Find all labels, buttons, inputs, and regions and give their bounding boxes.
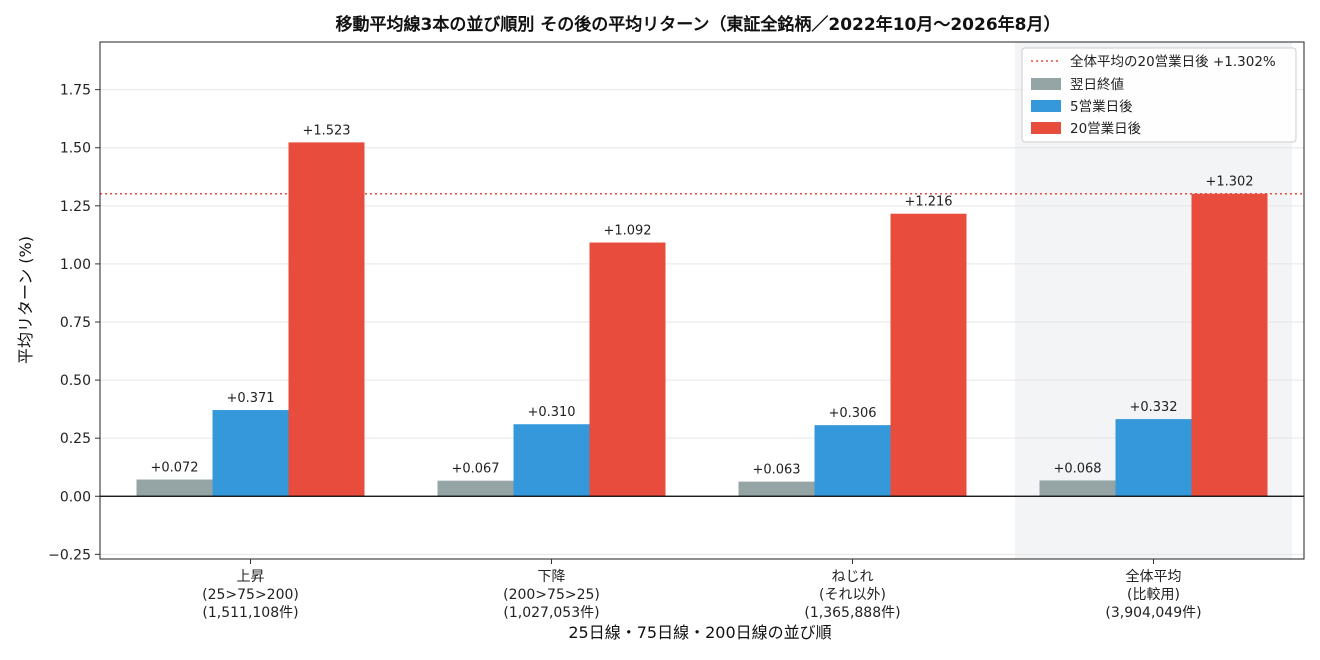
bar bbox=[212, 410, 289, 497]
bar bbox=[288, 142, 365, 497]
legend-label: 20営業日後 bbox=[1070, 121, 1142, 137]
data-label: +0.068 bbox=[1053, 461, 1101, 476]
legend-swatch bbox=[1031, 78, 1061, 90]
x-tick-label: (1,511,108件) bbox=[202, 605, 298, 621]
bar bbox=[589, 242, 666, 497]
data-label: +0.067 bbox=[451, 462, 499, 477]
data-label: +1.302 bbox=[1205, 175, 1253, 190]
legend-swatch bbox=[1031, 100, 1061, 112]
x-tick-label: 下降 bbox=[538, 569, 566, 585]
x-tick-label: (25>75>200) bbox=[202, 587, 299, 603]
data-label: +0.310 bbox=[527, 405, 575, 420]
bar bbox=[1115, 419, 1192, 497]
bar bbox=[1039, 480, 1116, 497]
data-label: +0.306 bbox=[828, 406, 876, 421]
bar bbox=[1191, 193, 1268, 497]
legend-swatch bbox=[1031, 122, 1061, 134]
legend-label: 5営業日後 bbox=[1070, 99, 1133, 115]
y-tick-label: 1.25 bbox=[60, 199, 91, 215]
x-axis-label: 25日線・75日線・200日線の並び順 bbox=[568, 623, 831, 642]
legend-label: 翌日終値 bbox=[1070, 77, 1124, 93]
x-tick-label: ねじれ bbox=[832, 569, 874, 585]
data-label: +0.371 bbox=[226, 391, 274, 406]
bar bbox=[136, 479, 213, 497]
data-label: +1.523 bbox=[302, 123, 350, 138]
y-tick-label: 1.50 bbox=[60, 141, 91, 157]
bar bbox=[738, 481, 815, 497]
data-label: +1.092 bbox=[603, 224, 651, 239]
legend-box bbox=[1021, 47, 1297, 143]
plot-frame bbox=[99, 41, 1305, 560]
data-label: +1.216 bbox=[904, 195, 952, 210]
x-tick-label: (3,904,049件) bbox=[1105, 605, 1201, 621]
x-tick-label: (1,027,053件) bbox=[503, 605, 599, 621]
data-label: +0.063 bbox=[752, 463, 800, 478]
y-axis-label: 平均リターン (%) bbox=[16, 236, 35, 364]
chart-title: 移動平均線3本の並び順別 その後の平均リターン（東証全銘柄／2022年10月〜2… bbox=[335, 14, 1060, 35]
y-tick-label: 1.75 bbox=[60, 83, 91, 99]
x-tick-label: 上昇 bbox=[237, 569, 265, 585]
legend-label: 全体平均の20営業日後 +1.302% bbox=[1070, 53, 1276, 70]
y-tick-label: 0.50 bbox=[60, 373, 91, 389]
x-tick-label: (それ以外) bbox=[819, 587, 886, 603]
x-tick-label: (200>75>25) bbox=[503, 587, 600, 603]
y-tick-label: 0.25 bbox=[60, 431, 91, 447]
y-tick-label: 0.75 bbox=[60, 315, 91, 331]
x-tick-label: (1,365,888件) bbox=[804, 605, 900, 621]
x-tick-label: (比較用) bbox=[1127, 587, 1180, 603]
bar bbox=[437, 480, 514, 497]
data-label: +0.332 bbox=[1129, 400, 1177, 415]
bar bbox=[513, 424, 590, 497]
y-tick-label: −0.25 bbox=[48, 547, 91, 563]
data-label: +0.072 bbox=[150, 461, 198, 476]
x-tick-label: 全体平均 bbox=[1126, 568, 1182, 585]
bar bbox=[814, 425, 891, 497]
bar bbox=[890, 213, 967, 497]
y-tick-label: 0.00 bbox=[60, 489, 91, 505]
y-tick-label: 1.00 bbox=[60, 257, 91, 273]
